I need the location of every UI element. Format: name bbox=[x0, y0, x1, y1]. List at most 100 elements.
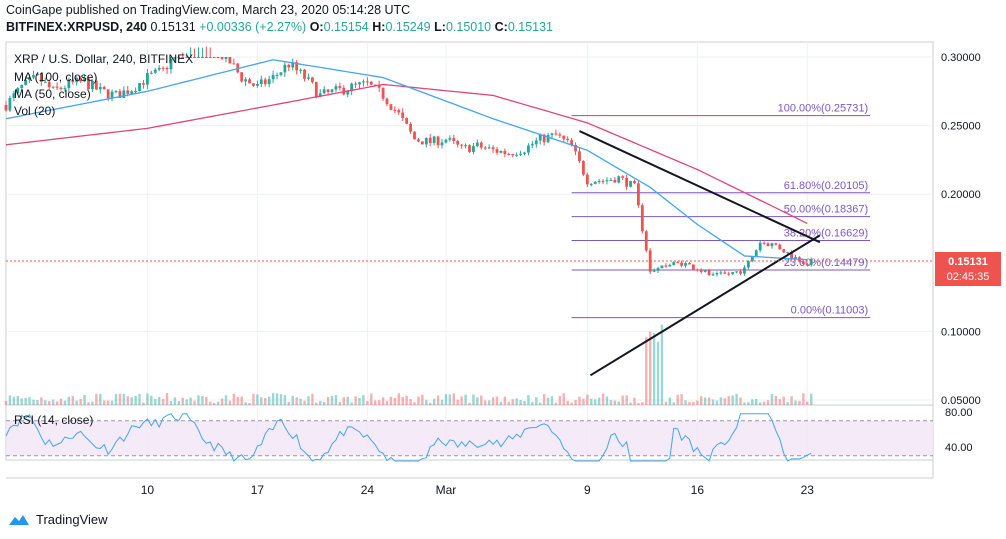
price-tick-label: 0.30000 bbox=[941, 52, 981, 64]
volume-bar bbox=[8, 395, 12, 405]
trendlines[interactable] bbox=[579, 130, 821, 377]
price-badge bbox=[935, 252, 1001, 287]
candle-body bbox=[483, 147, 487, 149]
volume-bar bbox=[688, 401, 691, 405]
candle-body bbox=[51, 86, 55, 88]
volume-bar bbox=[271, 393, 275, 405]
volume-bar bbox=[389, 396, 393, 405]
candle-body bbox=[322, 89, 326, 94]
candle-body bbox=[377, 84, 381, 88]
volume-bar bbox=[782, 396, 785, 405]
open-value: 0.15154 bbox=[323, 20, 369, 34]
candle-body bbox=[617, 176, 621, 183]
volume-bar bbox=[409, 399, 412, 405]
candle-body bbox=[114, 91, 118, 93]
volume-bar bbox=[405, 395, 408, 405]
volume-bar bbox=[291, 395, 294, 405]
volume-bar bbox=[216, 401, 220, 405]
volume-bar bbox=[648, 331, 652, 405]
candle-body bbox=[146, 73, 149, 85]
candle-body bbox=[232, 63, 236, 65]
volume-bar bbox=[758, 402, 762, 405]
volume-bar bbox=[326, 397, 330, 405]
footer[interactable]: TradingView bbox=[8, 512, 108, 527]
volume-bar bbox=[181, 397, 184, 405]
candle-body bbox=[28, 77, 31, 80]
candle-body bbox=[676, 262, 680, 264]
candle-body bbox=[169, 58, 173, 70]
volume-bar bbox=[429, 402, 432, 405]
candle-body bbox=[475, 142, 479, 147]
candle-body bbox=[8, 98, 12, 111]
candle-body bbox=[12, 93, 16, 99]
candle-body bbox=[405, 117, 409, 124]
candle-body bbox=[346, 91, 350, 95]
candle-body bbox=[585, 174, 589, 185]
time-tick-label: 23 bbox=[801, 483, 815, 497]
legend-vol: Vol (20) bbox=[14, 104, 56, 118]
price-tick-label: 0.05000 bbox=[941, 395, 981, 407]
volume-bar bbox=[338, 401, 342, 405]
candle-body bbox=[621, 176, 625, 178]
volume-bar bbox=[358, 397, 361, 405]
volume-bar bbox=[495, 396, 499, 405]
candle-body bbox=[197, 57, 200, 58]
volume-bar bbox=[381, 397, 385, 405]
candle-body bbox=[766, 243, 770, 247]
volume-bar bbox=[625, 395, 628, 405]
volume-bar bbox=[476, 397, 479, 405]
volume-bar bbox=[232, 393, 236, 405]
candle-body bbox=[464, 145, 467, 147]
candle-body bbox=[515, 154, 519, 156]
candle-body bbox=[362, 81, 365, 83]
candle-body bbox=[754, 250, 758, 257]
candle-body bbox=[684, 263, 687, 266]
volume-bar bbox=[794, 400, 797, 405]
candle-body bbox=[625, 177, 629, 187]
volume-bar bbox=[315, 402, 318, 405]
high-value: 0.15249 bbox=[385, 20, 431, 34]
volume-bar bbox=[558, 396, 562, 405]
volume-bar bbox=[374, 400, 377, 405]
volume-bar bbox=[652, 333, 656, 405]
candle-body bbox=[413, 131, 416, 140]
volume-bar bbox=[126, 396, 129, 405]
candle-body bbox=[224, 57, 228, 59]
candle-body bbox=[200, 57, 204, 58]
candle-body bbox=[794, 257, 797, 259]
candle-body bbox=[727, 273, 731, 275]
volume-bar bbox=[44, 400, 47, 405]
volume-bar bbox=[519, 399, 522, 405]
candle-body bbox=[43, 81, 47, 83]
candle-body bbox=[644, 231, 648, 251]
volume-bar bbox=[220, 398, 224, 405]
rsi-panel bbox=[5, 413, 933, 462]
candles bbox=[4, 46, 813, 277]
volume-bar bbox=[354, 396, 357, 405]
candle-body bbox=[16, 88, 20, 94]
candle-body bbox=[310, 77, 314, 83]
time-axis[interactable]: 10 17 24 Mar 9 16 23 bbox=[141, 483, 815, 497]
volume-bar bbox=[303, 400, 306, 405]
volume-bar bbox=[641, 402, 644, 405]
volume-bar bbox=[774, 395, 778, 405]
volume-bar bbox=[515, 398, 518, 405]
volume-bar bbox=[645, 337, 648, 405]
candle-body bbox=[468, 145, 471, 152]
candle-body bbox=[538, 134, 542, 141]
candle-body bbox=[275, 74, 279, 76]
candle-body bbox=[495, 149, 499, 153]
candle-body bbox=[20, 84, 24, 89]
volume-bar bbox=[770, 394, 774, 405]
candle-body bbox=[672, 262, 676, 265]
volume-bar bbox=[264, 398, 267, 405]
fibonacci-retracement[interactable]: 100.00%(0.25731) 61.80%(0.20105) 50.00%(0.… bbox=[571, 103, 871, 319]
volume-bar bbox=[173, 397, 177, 405]
volume-bar bbox=[279, 394, 283, 405]
price-axis[interactable]: 0.300000.250000.200000.150000.100000.050… bbox=[935, 52, 1001, 454]
volume-bar bbox=[106, 400, 110, 405]
volume-bar bbox=[727, 396, 730, 405]
price-badge-countdown: 02:45:35 bbox=[947, 271, 990, 283]
candle-body bbox=[389, 104, 393, 110]
